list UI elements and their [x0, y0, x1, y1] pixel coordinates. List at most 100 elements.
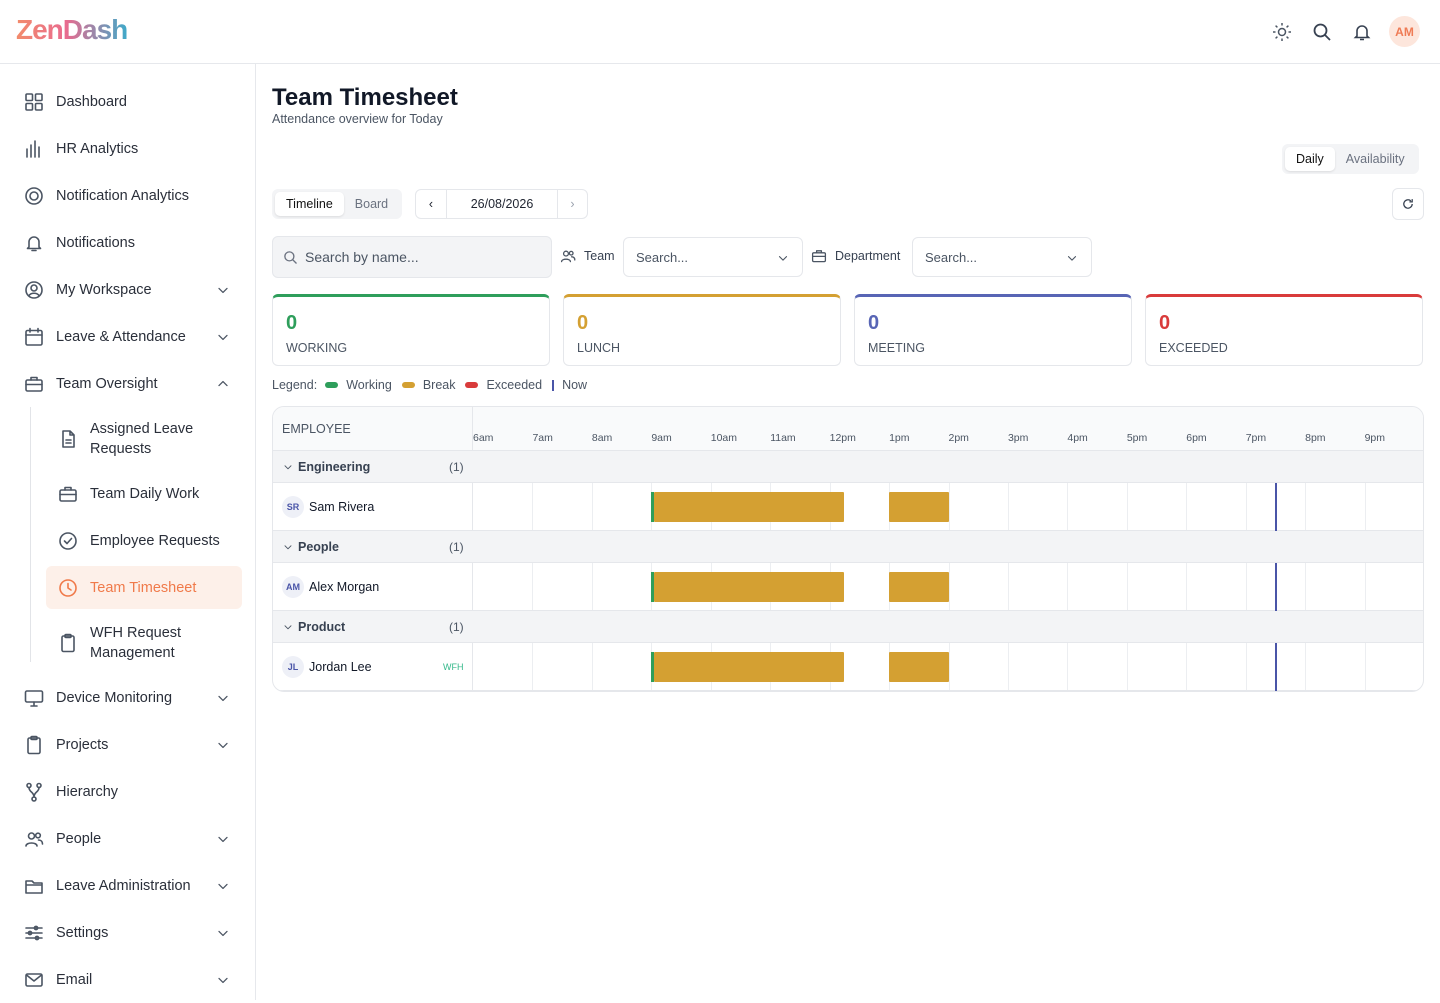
time-tick-label: 12pm [829, 432, 856, 444]
nav-item[interactable]: Device Monitoring [0, 674, 255, 721]
nav-label: Email [56, 971, 93, 988]
notifications-button[interactable] [1352, 22, 1372, 42]
toggle-option[interactable]: Daily [1285, 147, 1335, 171]
time-tick-label: 3pm [1007, 432, 1029, 444]
date-display[interactable]: 26/08/2026 [446, 189, 558, 219]
nav-item[interactable]: Leave Administration [0, 862, 255, 909]
time-tick-label: 4pm [1067, 432, 1088, 444]
group-name[interactable]: Engineering [298, 460, 371, 474]
refresh-button[interactable] [1392, 188, 1424, 220]
time-grid-line [1245, 451, 1247, 691]
nav-item[interactable]: Leave & Attendance [0, 313, 255, 360]
time-segment[interactable] [654, 572, 845, 602]
theme-toggle[interactable] [1272, 22, 1292, 42]
nav-label: Team Daily Work [90, 485, 200, 502]
filter-label: Department [811, 248, 900, 264]
stat-value: 0 [1159, 312, 1171, 334]
nav-label: Team Oversight [56, 375, 158, 392]
time-tick-label: 9am [651, 432, 672, 444]
nav-item[interactable]: HR Analytics [0, 125, 255, 172]
filter-label-text: Team [584, 249, 615, 263]
logo[interactable]: ZenDash [16, 14, 128, 45]
employee-name[interactable]: Jordan Lee [309, 660, 372, 674]
nav-subitem[interactable]: Team Daily Work [0, 470, 255, 517]
icon [25, 831, 44, 847]
icon [25, 327, 43, 346]
stat-value: 0 [868, 312, 880, 334]
group-name[interactable]: People [298, 540, 339, 554]
time-grid-line [1186, 451, 1188, 691]
nav-item[interactable]: People [0, 815, 255, 862]
time-grid-line [1305, 451, 1307, 691]
time-segment[interactable] [651, 572, 655, 602]
user-avatar[interactable]: AM [1389, 16, 1420, 47]
time-segment[interactable] [654, 492, 845, 522]
filter-dropdown[interactable]: Search... [623, 237, 803, 277]
nav-item[interactable]: Notification Analytics [0, 172, 255, 219]
nav-label: Leave & Attendance [56, 328, 186, 345]
nav-subitem[interactable]: Team Timesheet [0, 564, 255, 611]
legend-label: Now [562, 378, 588, 392]
time-tick-label: 5pm [1126, 432, 1148, 444]
stat-label: WORKING [286, 341, 348, 355]
icon [218, 836, 228, 842]
group-name[interactable]: Product [298, 620, 346, 634]
icon [27, 735, 41, 754]
nav-item[interactable]: Team Oversight [0, 360, 255, 407]
nav-item[interactable]: Dashboard [0, 78, 255, 125]
legend-label: Working [346, 378, 392, 392]
stat-value: 0 [577, 312, 589, 334]
icon [218, 883, 228, 889]
time-segment[interactable] [889, 572, 949, 602]
nav-item[interactable]: Hierarchy [0, 768, 255, 815]
nav-subitem[interactable]: Employee Requests [0, 517, 255, 564]
dropdown-placeholder: Search... [925, 249, 978, 265]
nav-label: People [56, 830, 102, 847]
time-tick-label: 7pm [1245, 432, 1267, 444]
now-line [1275, 483, 1278, 531]
nav-item[interactable]: Projects [0, 721, 255, 768]
group-count: (1) [449, 460, 464, 474]
employee-initials: JL [282, 656, 304, 678]
sidebar: Dashboard HR Analytics Notification Analyt… [0, 64, 256, 1000]
nav-subitem[interactable]: WFH Request Management [0, 611, 255, 674]
nav-item[interactable]: Email [0, 956, 255, 1003]
icon [218, 380, 228, 386]
time-tick-label: 10am [710, 432, 738, 444]
toggle-option[interactable]: Timeline [275, 192, 344, 216]
icon [284, 625, 292, 630]
time-segment[interactable] [651, 492, 655, 522]
nav-item[interactable]: Notifications [0, 219, 255, 266]
group-row: People (1) [273, 531, 1423, 563]
time-tick-label: 2pm [948, 432, 969, 444]
legend-swatch [465, 382, 479, 388]
time-segment[interactable] [889, 652, 949, 682]
nav-label: My Workspace [56, 281, 152, 298]
toggle-option[interactable]: Board [354, 197, 389, 211]
group-row: Product (1) [273, 611, 1423, 643]
time-segment[interactable] [889, 492, 949, 522]
next-date[interactable]: › [557, 189, 588, 219]
nav-item[interactable]: Settings [0, 909, 255, 956]
prev-date[interactable]: ‹ [415, 189, 447, 219]
view-toggle: Daily Availability [1282, 144, 1419, 174]
time-segment[interactable] [654, 652, 845, 682]
group-count: (1) [449, 540, 464, 554]
icon [284, 545, 292, 550]
nav-item[interactable]: My Workspace [0, 266, 255, 313]
search-placeholder: Search by name... [305, 249, 419, 265]
employee-name[interactable]: Sam Rivera [309, 500, 375, 514]
time-grid-line [651, 451, 653, 691]
filter-dropdown[interactable]: Search... [912, 237, 1092, 277]
time-grid-line [829, 451, 831, 691]
icon [59, 578, 77, 597]
nav-children: Assigned Leave Requests Team Daily Work Em… [0, 407, 255, 674]
search-button[interactable] [1312, 22, 1332, 42]
icon [59, 486, 77, 502]
time-segment[interactable] [651, 652, 655, 682]
search-input[interactable]: Search by name... [272, 236, 552, 278]
employee-name[interactable]: Alex Morgan [309, 580, 380, 594]
stat-card: 0 EXCEEDED [1145, 294, 1423, 366]
nav-subitem[interactable]: Assigned Leave Requests [0, 407, 255, 470]
toggle-option[interactable]: Availability [1345, 152, 1405, 166]
